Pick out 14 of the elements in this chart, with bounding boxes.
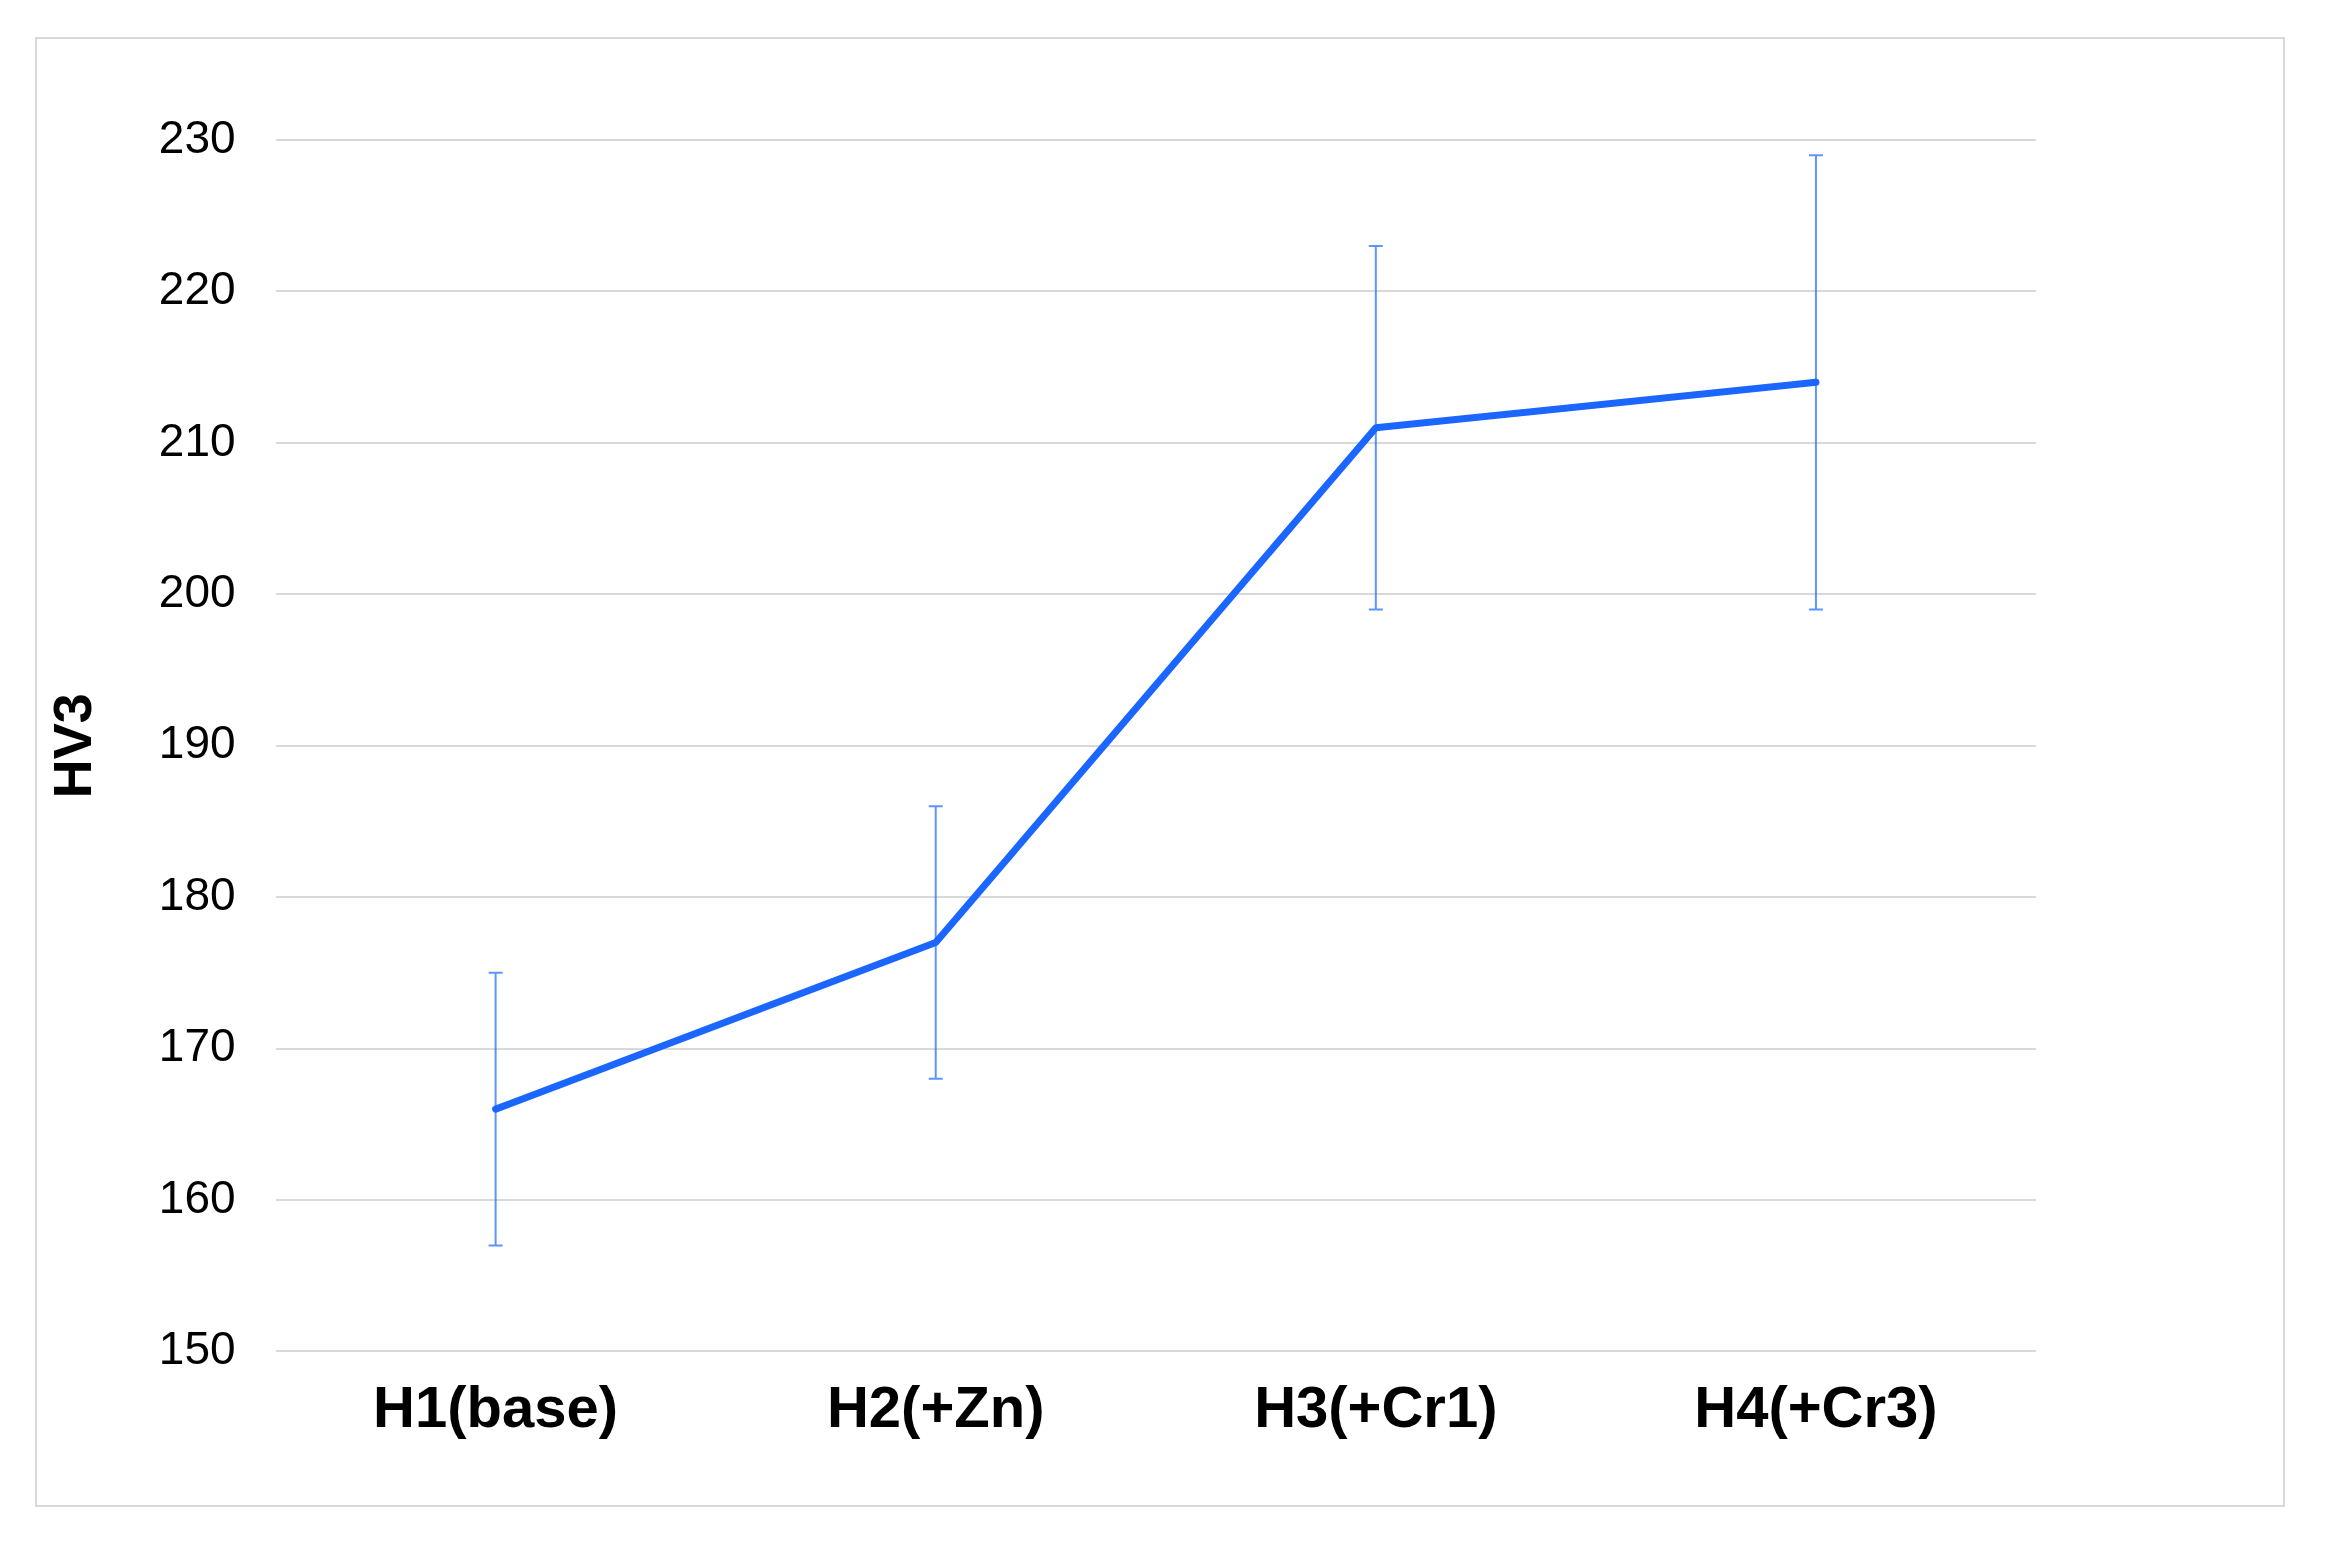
- y-tick-label: 230: [158, 110, 236, 163]
- x-tick-label: H3(+Cr1): [1254, 1374, 1498, 1440]
- y-tick-label: 150: [158, 1322, 236, 1375]
- y-tick-label: 160: [158, 1170, 236, 1223]
- y-tick-label: 220: [158, 262, 236, 315]
- y-tick-label: 200: [158, 564, 236, 617]
- y-axis-title: HV3: [42, 693, 103, 799]
- x-tick-label: H1(base): [373, 1374, 619, 1440]
- y-tick-label: 170: [158, 1019, 236, 1072]
- x-tick-label: H4(+Cr3): [1694, 1374, 1938, 1440]
- x-tick-label: H2(+Zn): [826, 1374, 1045, 1440]
- y-tick-label: 180: [158, 867, 236, 920]
- y-tick-label: 210: [158, 413, 236, 466]
- y-tick-label: 190: [158, 716, 236, 769]
